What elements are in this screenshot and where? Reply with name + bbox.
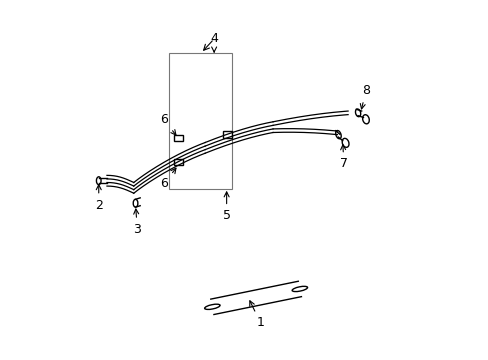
- Bar: [174, 158, 183, 165]
- Bar: [174, 135, 183, 141]
- Text: 3: 3: [133, 209, 141, 236]
- Bar: [223, 131, 231, 138]
- Text: 7: 7: [339, 145, 347, 170]
- Text: 1: 1: [249, 301, 264, 329]
- Text: 6: 6: [160, 113, 176, 135]
- Text: 5: 5: [222, 192, 230, 222]
- Text: 4: 4: [210, 32, 218, 52]
- Text: 6: 6: [160, 168, 176, 190]
- Text: 2: 2: [95, 185, 102, 212]
- Bar: [169, 53, 231, 189]
- Text: 8: 8: [360, 84, 369, 109]
